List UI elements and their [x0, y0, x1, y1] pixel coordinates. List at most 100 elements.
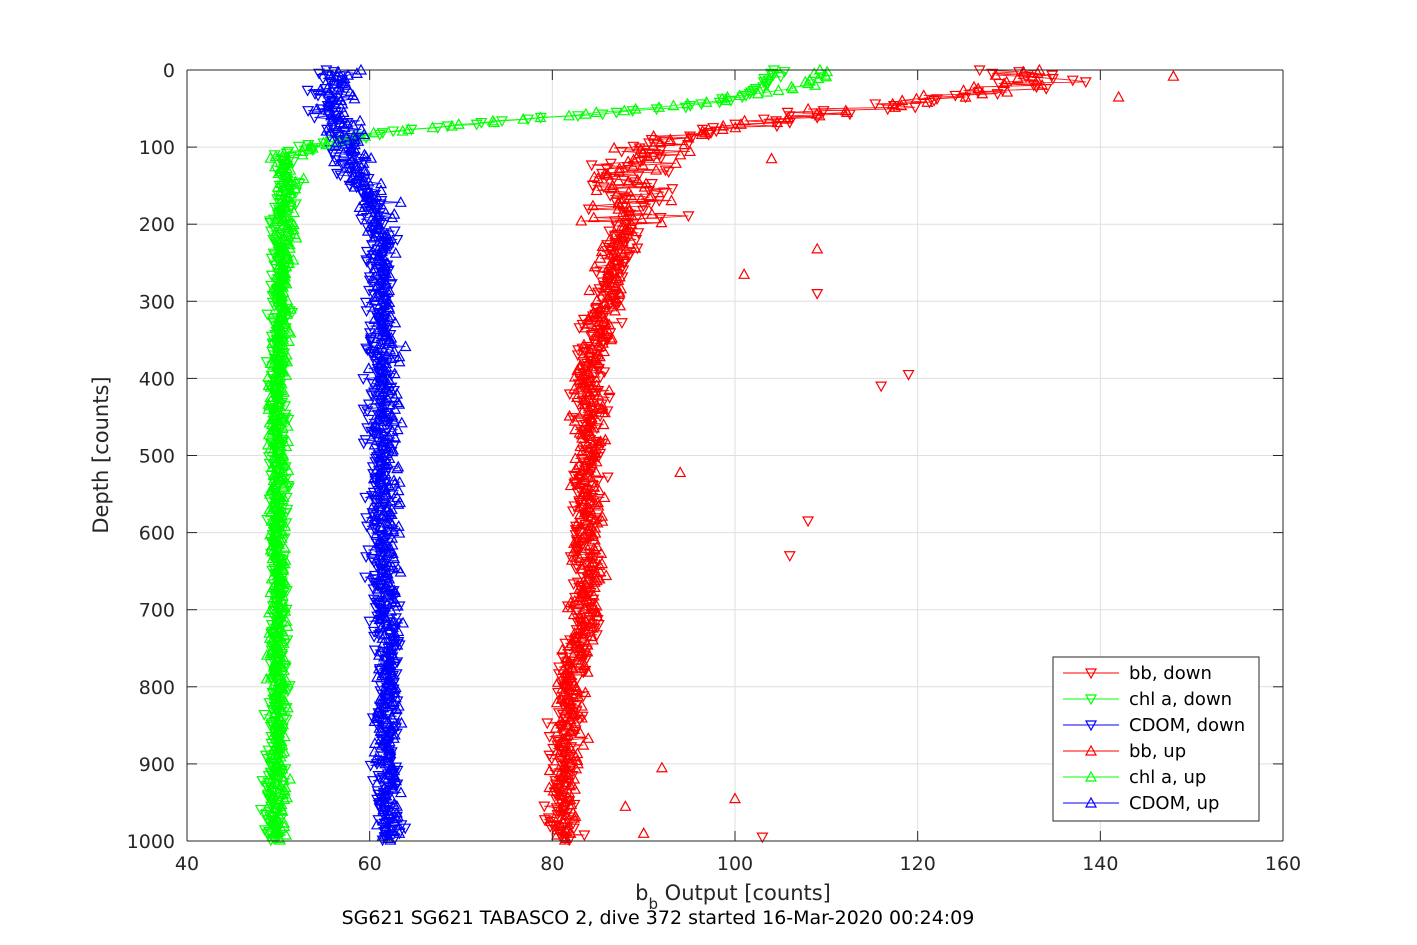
series-bb-up-point: [580, 487, 594, 499]
series-bb-up-point: [596, 557, 609, 569]
series-bb-up-point: [583, 387, 596, 399]
series-cdom-up-point: [375, 389, 388, 401]
series-bb-up-point: [624, 189, 637, 201]
series-bb-up-point: [896, 94, 909, 106]
legend-label: bb, down: [1129, 663, 1212, 684]
series-chl-a-up-point: [278, 654, 292, 665]
series-bb-up-point: [976, 87, 989, 99]
series-bb-up-point: [959, 90, 972, 102]
series-cdom-up-point: [386, 779, 399, 791]
series-cdom-up-point: [374, 489, 387, 501]
series-chl-a-down-point: [760, 80, 774, 92]
series-bb-up-point: [650, 163, 663, 175]
series-cdom-up-point: [390, 703, 403, 715]
series-chl-a-up-point: [264, 380, 277, 392]
series-chl-a-up-point: [590, 106, 603, 118]
series-bb-up-point: [603, 384, 616, 396]
series-bb-up-point: [583, 489, 596, 501]
series-chl-a-up-point: [772, 84, 785, 95]
series-cdom-up-point: [377, 701, 390, 713]
series-cdom-up-point: [368, 438, 381, 450]
series-bb-up-point: [612, 196, 625, 207]
series-cdom-up-point: [383, 620, 396, 631]
series-chl-a-up-point: [269, 776, 282, 788]
series-bb-up-point: [614, 299, 627, 311]
series-chl-a-up-point: [452, 118, 465, 129]
series-bb-up-point: [669, 157, 682, 168]
legend-item: CDOM, up: [1063, 793, 1219, 814]
series-chl-a-up-point: [267, 409, 280, 421]
series-cdom-up-point: [369, 216, 383, 228]
series-chl-a-up-point: [277, 682, 290, 694]
series-cdom-up-point: [375, 574, 388, 586]
series-cdom-up-point: [330, 107, 343, 119]
series-cdom-up-point: [386, 665, 399, 677]
series-chl-a-down-point: [264, 226, 278, 238]
series-chl-a-up-point: [270, 408, 283, 419]
series-cdom-up-point: [384, 352, 397, 363]
series-bb-up-point: [590, 330, 603, 341]
series-cdom-up-point: [374, 470, 387, 482]
series-chl-a-up-point: [303, 143, 316, 155]
series-chl-a-up-point: [269, 618, 282, 630]
series-bb-up-point: [576, 404, 590, 416]
series-bb-down-point: [685, 133, 698, 145]
y-tick-label: 500: [139, 446, 175, 468]
series-bb-up-point: [587, 589, 600, 601]
series-cdom-up-point: [386, 445, 399, 457]
series-chl-a-down-point: [260, 357, 273, 368]
series-bb-down-point: [881, 104, 894, 116]
legend-box: [1052, 656, 1260, 822]
series-cdom-up-point: [376, 406, 389, 418]
series-chl-a-up-point: [276, 771, 289, 782]
x-tick-label: 40: [175, 853, 199, 875]
series-chl-a-up-point: [274, 296, 287, 307]
series-bb-up-point: [998, 77, 1011, 89]
series-cdom-up-point: [368, 294, 381, 306]
series-cdom-up-point: [377, 708, 390, 720]
series-bb-up-point: [622, 201, 635, 212]
series-bb-up-point: [588, 260, 601, 272]
series-cdom-up-point: [382, 236, 395, 248]
series-bb-up-point: [627, 153, 640, 165]
series-cdom-up-point: [359, 150, 372, 162]
series-chl-a-up-point: [277, 562, 290, 574]
series-cdom-up-point: [333, 112, 346, 124]
series-bb-up-point: [590, 294, 603, 306]
series-cdom-down-point: [357, 438, 370, 450]
series-cdom-up-point: [349, 133, 362, 145]
series-bb-up-point: [574, 726, 587, 738]
series-cdom-up-point: [393, 355, 406, 367]
series-chl-a-down-point: [650, 104, 663, 116]
series-chl-a-up-point: [272, 207, 285, 219]
series-bb-up-point: [595, 547, 608, 559]
series-bb-up-point: [562, 728, 575, 740]
series-bb-up-point: [571, 754, 584, 765]
series-bb-up-point: [578, 470, 591, 482]
series-bb-up-point: [1000, 75, 1013, 87]
series-bb-up-point: [568, 811, 581, 823]
series-bb-up-point: [587, 360, 600, 372]
series-bb-up-point: [596, 509, 609, 521]
series-bb-up-point: [556, 643, 569, 655]
series-bb-up-point: [559, 677, 572, 689]
series-cdom-up-point: [387, 825, 400, 837]
series-cdom-down-point: [329, 128, 342, 139]
series-bb-up-point: [594, 252, 607, 263]
series-cdom-up-point: [370, 818, 383, 830]
series-bb-down-point: [666, 184, 679, 195]
series-bb-up-point: [621, 175, 635, 187]
series-chl-a-up-point: [272, 167, 285, 179]
series-bb-down-point: [544, 821, 557, 833]
series-chl-a-up-point: [284, 326, 297, 338]
series-chl-a-up-point: [263, 503, 276, 514]
y-tick-label: 1000: [127, 831, 175, 853]
series-bb-down-point: [561, 686, 574, 698]
y-tick-label: 0: [163, 60, 175, 82]
series-cdom-up-point: [377, 803, 390, 815]
series-chl-a-up-point: [269, 496, 282, 508]
series-bb-down-point: [869, 99, 882, 111]
series-bb-up-point: [645, 207, 658, 219]
series-bb-up-point: [582, 419, 596, 431]
series-bb-up-point: [586, 341, 599, 353]
